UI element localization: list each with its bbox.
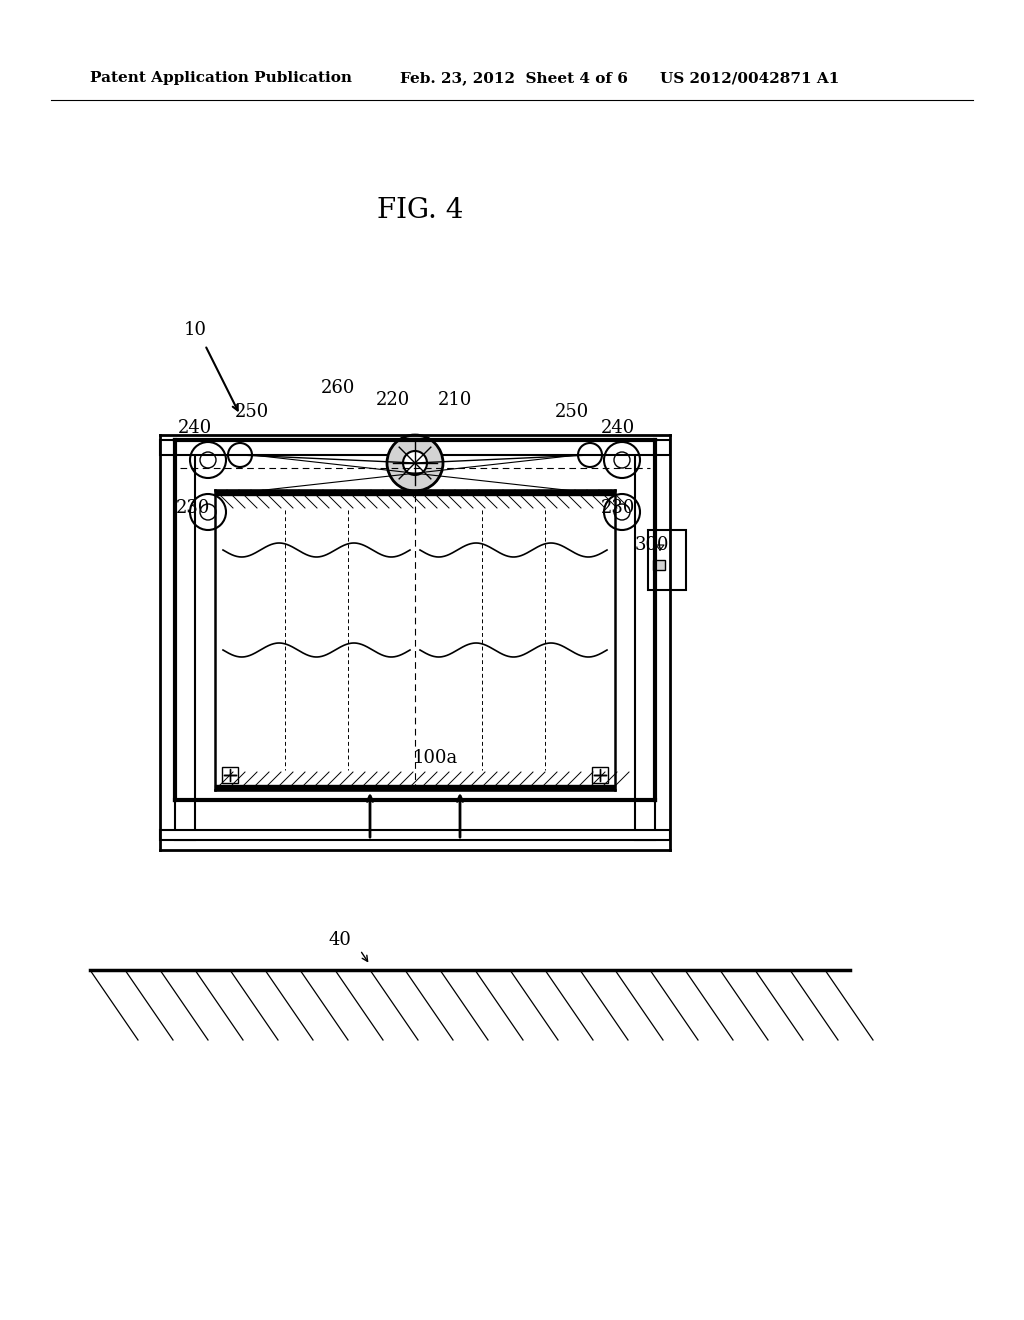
Bar — [635, 440, 655, 840]
Bar — [648, 531, 686, 590]
Text: 240: 240 — [178, 418, 212, 437]
Bar — [653, 560, 665, 570]
Bar — [175, 440, 195, 840]
Bar — [592, 767, 608, 783]
Bar — [160, 440, 670, 455]
Text: 300: 300 — [635, 536, 670, 554]
Text: Feb. 23, 2012  Sheet 4 of 6: Feb. 23, 2012 Sheet 4 of 6 — [400, 71, 628, 84]
Text: 230: 230 — [601, 499, 635, 517]
Text: 10: 10 — [183, 321, 207, 339]
Text: 250: 250 — [555, 403, 589, 421]
Text: FIG. 4: FIG. 4 — [377, 197, 463, 223]
Circle shape — [387, 436, 443, 491]
Text: Patent Application Publication: Patent Application Publication — [90, 71, 352, 84]
Text: 210: 210 — [438, 391, 472, 409]
Text: 250: 250 — [234, 403, 269, 421]
Bar — [160, 830, 670, 840]
Text: 40: 40 — [329, 931, 351, 949]
Text: 260: 260 — [321, 379, 355, 397]
Bar — [222, 767, 238, 783]
Text: 240: 240 — [601, 418, 635, 437]
Text: 220: 220 — [376, 391, 411, 409]
Text: 100a: 100a — [413, 748, 458, 767]
Text: US 2012/0042871 A1: US 2012/0042871 A1 — [660, 71, 840, 84]
Circle shape — [403, 451, 427, 475]
Text: 230: 230 — [176, 499, 210, 517]
